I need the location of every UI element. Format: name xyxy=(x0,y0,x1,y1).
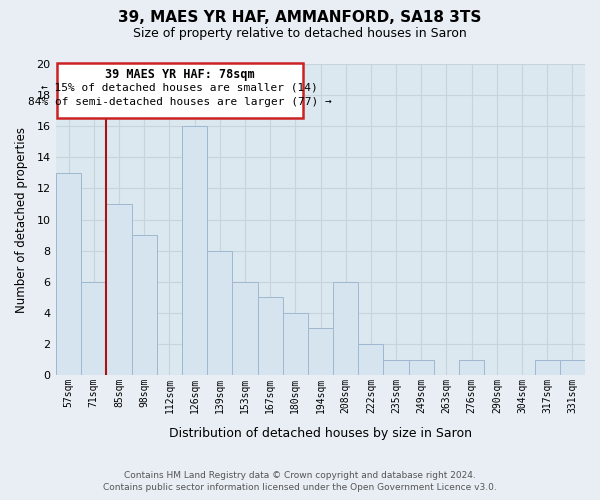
Text: Size of property relative to detached houses in Saron: Size of property relative to detached ho… xyxy=(133,28,467,40)
Text: ← 15% of detached houses are smaller (14): ← 15% of detached houses are smaller (14… xyxy=(41,82,318,92)
Bar xyxy=(333,282,358,375)
Bar xyxy=(308,328,333,375)
Text: 39, MAES YR HAF, AMMANFORD, SA18 3TS: 39, MAES YR HAF, AMMANFORD, SA18 3TS xyxy=(118,10,482,25)
FancyBboxPatch shape xyxy=(56,63,303,118)
Bar xyxy=(409,360,434,375)
Bar xyxy=(232,282,257,375)
Bar xyxy=(283,313,308,375)
Bar xyxy=(383,360,409,375)
Bar xyxy=(358,344,383,375)
Text: 39 MAES YR HAF: 78sqm: 39 MAES YR HAF: 78sqm xyxy=(105,68,254,81)
Bar xyxy=(207,250,232,375)
Bar xyxy=(106,204,131,375)
X-axis label: Distribution of detached houses by size in Saron: Distribution of detached houses by size … xyxy=(169,427,472,440)
Text: Contains HM Land Registry data © Crown copyright and database right 2024.: Contains HM Land Registry data © Crown c… xyxy=(124,471,476,480)
Text: 84% of semi-detached houses are larger (77) →: 84% of semi-detached houses are larger (… xyxy=(28,98,332,108)
Bar xyxy=(131,235,157,375)
Bar xyxy=(81,282,106,375)
Bar xyxy=(560,360,585,375)
Y-axis label: Number of detached properties: Number of detached properties xyxy=(15,126,28,312)
Bar xyxy=(182,126,207,375)
Text: Contains public sector information licensed under the Open Government Licence v3: Contains public sector information licen… xyxy=(103,484,497,492)
Bar xyxy=(56,173,81,375)
Bar xyxy=(257,298,283,375)
Bar xyxy=(459,360,484,375)
Bar xyxy=(535,360,560,375)
